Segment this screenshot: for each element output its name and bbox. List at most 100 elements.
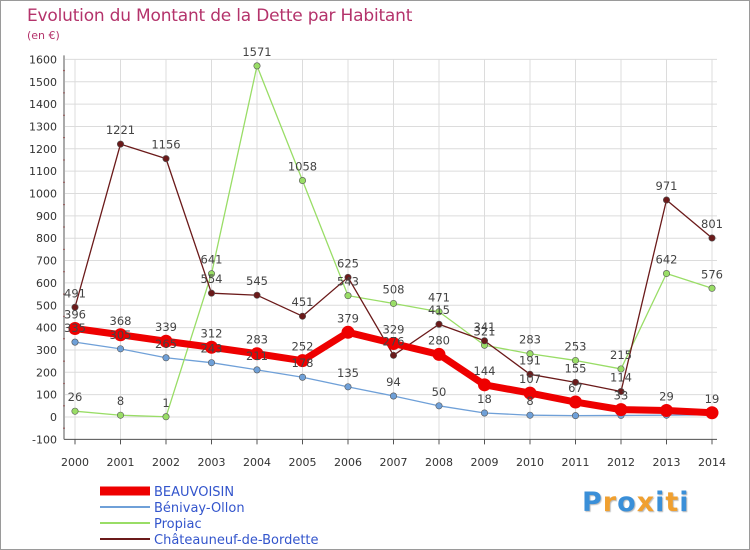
- data-point: [208, 289, 216, 297]
- data-label: 67: [568, 381, 583, 395]
- data-label: 379: [337, 311, 359, 325]
- y-tick-label: 200: [36, 366, 57, 379]
- data-point: [71, 407, 79, 415]
- data-point: [71, 338, 79, 346]
- data-point: [208, 270, 216, 278]
- data-label: 471: [428, 291, 450, 305]
- data-point: [435, 402, 443, 410]
- data-label: 543: [337, 275, 359, 289]
- data-point: [117, 345, 125, 353]
- data-label: 18: [477, 392, 492, 406]
- data-point: [389, 392, 397, 400]
- data-point: [435, 308, 443, 316]
- data-point: [480, 337, 488, 345]
- data-label: 253: [565, 339, 587, 353]
- data-label: 107: [519, 372, 541, 386]
- data-point: [344, 383, 352, 391]
- data-point: [617, 388, 625, 396]
- data-point: [253, 62, 261, 70]
- data-label: 971: [656, 179, 678, 193]
- data-point: [478, 378, 491, 392]
- data-label: 305: [110, 328, 132, 342]
- data-label: 211: [246, 349, 268, 363]
- logo-letter: r: [602, 487, 618, 518]
- y-tick-label: 600: [36, 277, 57, 290]
- data-point: [387, 336, 400, 350]
- data-label: 215: [610, 348, 632, 362]
- data-label: 339: [155, 320, 177, 334]
- data-label: 155: [565, 361, 587, 375]
- data-label: 1221: [106, 123, 135, 137]
- data-label: 33: [614, 389, 629, 403]
- data-point: [526, 350, 534, 358]
- data-point: [205, 340, 218, 354]
- axes: [63, 55, 717, 445]
- data-label: 335: [64, 321, 86, 335]
- legend-label: Bénivay-Ollon: [154, 501, 245, 516]
- data-point: [708, 284, 716, 292]
- data-point: [71, 303, 79, 311]
- x-tick-label: 2000: [61, 456, 89, 469]
- data-point: [389, 351, 397, 359]
- data-point: [571, 378, 579, 386]
- x-tick-label: 2008: [425, 456, 453, 469]
- data-label: 642: [656, 253, 678, 267]
- x-tick-label: 2013: [653, 456, 681, 469]
- data-point: [162, 155, 170, 163]
- chart-title: Evolution du Montant de la Dette par Hab…: [27, 6, 413, 26]
- data-label: 178: [292, 356, 314, 370]
- data-label: 50: [432, 385, 447, 399]
- data-point: [662, 270, 670, 278]
- legend-label: Propiac: [154, 517, 202, 532]
- x-tick-label: 2011: [562, 456, 590, 469]
- data-labels: 335 305 265 243 211 178 135 94 50 18 8 26 8 1 641 1571 1…: [64, 45, 723, 410]
- y-tick-label: 700: [36, 255, 57, 268]
- data-label: 1058: [288, 160, 317, 174]
- y-tick-label: 1500: [29, 76, 57, 89]
- data-label: 508: [383, 282, 405, 296]
- x-tick-label: 2009: [471, 456, 499, 469]
- data-label: 415: [428, 303, 450, 317]
- data-label: 1571: [242, 45, 271, 59]
- x-tick-label: 2010: [516, 456, 544, 469]
- data-point: [523, 386, 537, 400]
- y-tick-label: 500: [36, 299, 57, 312]
- data-point: [480, 409, 488, 417]
- data-point: [117, 411, 125, 419]
- data-label: 135: [337, 366, 359, 380]
- data-point: [298, 177, 306, 185]
- data-label: 576: [701, 267, 723, 281]
- data-point: [298, 312, 306, 320]
- x-tick-label: 2003: [198, 456, 226, 469]
- y-tick-label: 900: [36, 210, 57, 223]
- y-tick-label: 1000: [29, 188, 57, 201]
- data-label: 8: [117, 394, 124, 408]
- data-point: [526, 370, 534, 378]
- data-label: 321: [474, 324, 496, 338]
- x-tick-label: 2004: [243, 456, 271, 469]
- data-label: 283: [519, 333, 541, 347]
- y-tick-label: 400: [36, 322, 57, 335]
- data-point: [705, 406, 719, 420]
- data-label: 554: [201, 272, 223, 286]
- y-tick-label: 100: [36, 389, 57, 402]
- y-tick-label: -100: [32, 433, 57, 446]
- data-point: [162, 354, 170, 362]
- data-point: [571, 356, 579, 364]
- data-point: [159, 334, 173, 348]
- data-label: 280: [428, 333, 450, 347]
- data-point: [614, 403, 628, 417]
- data-label: 329: [383, 322, 405, 336]
- data-point: [617, 365, 625, 373]
- data-point: [253, 291, 261, 299]
- data-point: [389, 299, 397, 307]
- data-label: 625: [337, 256, 359, 270]
- logo-letter: i: [679, 487, 690, 518]
- data-point: [344, 273, 352, 281]
- y-tick-label: 800: [36, 232, 57, 245]
- data-label: 341: [474, 320, 496, 334]
- x-tick-label: 2001: [107, 456, 135, 469]
- data-point: [662, 196, 670, 204]
- data-point: [250, 347, 264, 361]
